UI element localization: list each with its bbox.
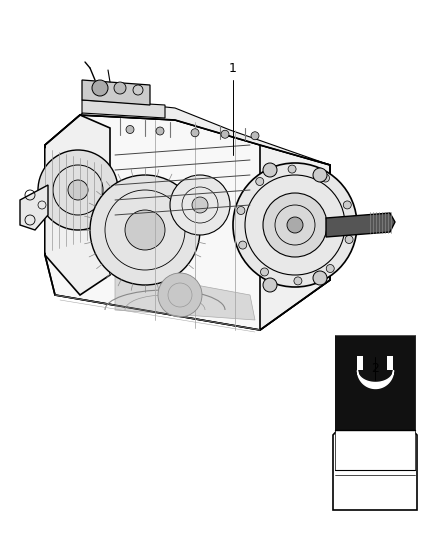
Circle shape [92,80,108,96]
Circle shape [263,278,277,292]
Circle shape [313,271,327,285]
Polygon shape [82,80,150,105]
Circle shape [170,175,230,235]
Circle shape [38,150,118,230]
Polygon shape [359,360,391,380]
Circle shape [321,174,329,182]
Polygon shape [45,115,110,295]
Circle shape [288,165,296,173]
Circle shape [192,197,208,213]
Polygon shape [80,100,330,165]
Polygon shape [333,380,417,510]
Circle shape [221,130,229,138]
Circle shape [345,236,353,244]
Circle shape [237,206,245,214]
Circle shape [263,163,277,177]
Bar [387,356,393,370]
Text: 1: 1 [229,61,237,75]
Bar [357,357,393,362]
Circle shape [239,241,247,249]
Circle shape [313,168,327,182]
Circle shape [261,268,268,276]
Circle shape [191,129,199,137]
Circle shape [287,217,303,233]
Circle shape [156,127,164,135]
Circle shape [90,175,200,285]
Circle shape [326,264,334,272]
Polygon shape [326,213,395,237]
Polygon shape [20,185,48,230]
Polygon shape [45,115,330,330]
Bar [335,335,415,430]
Circle shape [343,201,351,209]
Bar [335,430,415,470]
Circle shape [263,193,327,257]
Circle shape [125,210,165,250]
Circle shape [114,82,126,94]
Circle shape [158,273,202,317]
Polygon shape [82,100,165,118]
Bar [335,335,415,430]
Circle shape [256,177,264,185]
Polygon shape [115,270,255,320]
Bar [357,356,363,370]
Text: 2: 2 [371,361,379,375]
Circle shape [294,277,302,285]
Circle shape [233,163,357,287]
Circle shape [126,125,134,133]
Circle shape [68,180,88,200]
Polygon shape [260,145,330,330]
Circle shape [251,132,259,140]
